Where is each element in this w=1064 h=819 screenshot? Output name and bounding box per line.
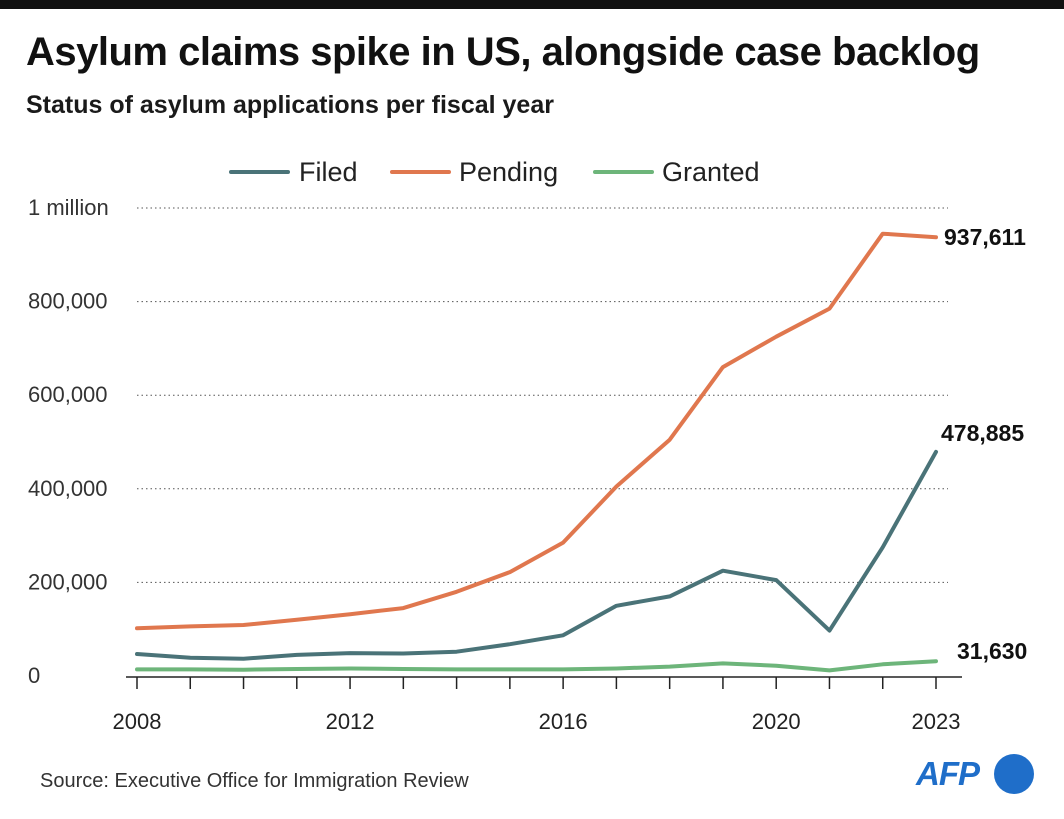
y-tick-label: 0 bbox=[28, 663, 40, 688]
legend-label-pending: Pending bbox=[459, 157, 558, 187]
legend-label-filed: Filed bbox=[299, 157, 358, 187]
end-label-pending: 937,611 bbox=[944, 224, 1026, 250]
afp-logo-text: AFP bbox=[916, 755, 979, 793]
afp-logo-dot-icon bbox=[994, 754, 1034, 794]
source-note: Source: Executive Office for Immigration… bbox=[40, 770, 469, 793]
y-tick-label: 200,000 bbox=[28, 569, 108, 594]
legend-label-granted: Granted bbox=[662, 157, 760, 187]
y-tick-label: 800,000 bbox=[28, 289, 108, 314]
x-tick-label: 2023 bbox=[912, 709, 961, 734]
x-tick-label: 2008 bbox=[113, 709, 162, 734]
x-tick-label: 2012 bbox=[326, 709, 375, 734]
end-label-filed: 478,885 bbox=[941, 420, 1024, 446]
y-tick-label: 400,000 bbox=[28, 476, 108, 501]
y-tick-label: 1 million bbox=[28, 195, 109, 220]
x-tick-label: 2016 bbox=[539, 709, 588, 734]
end-label-granted: 31,630 bbox=[957, 638, 1027, 664]
series-line-pending bbox=[137, 234, 936, 629]
afp-logo: AFP bbox=[912, 752, 1042, 796]
x-tick-label: 2020 bbox=[752, 709, 801, 734]
y-tick-label: 600,000 bbox=[28, 382, 108, 407]
series-line-granted bbox=[137, 661, 936, 670]
